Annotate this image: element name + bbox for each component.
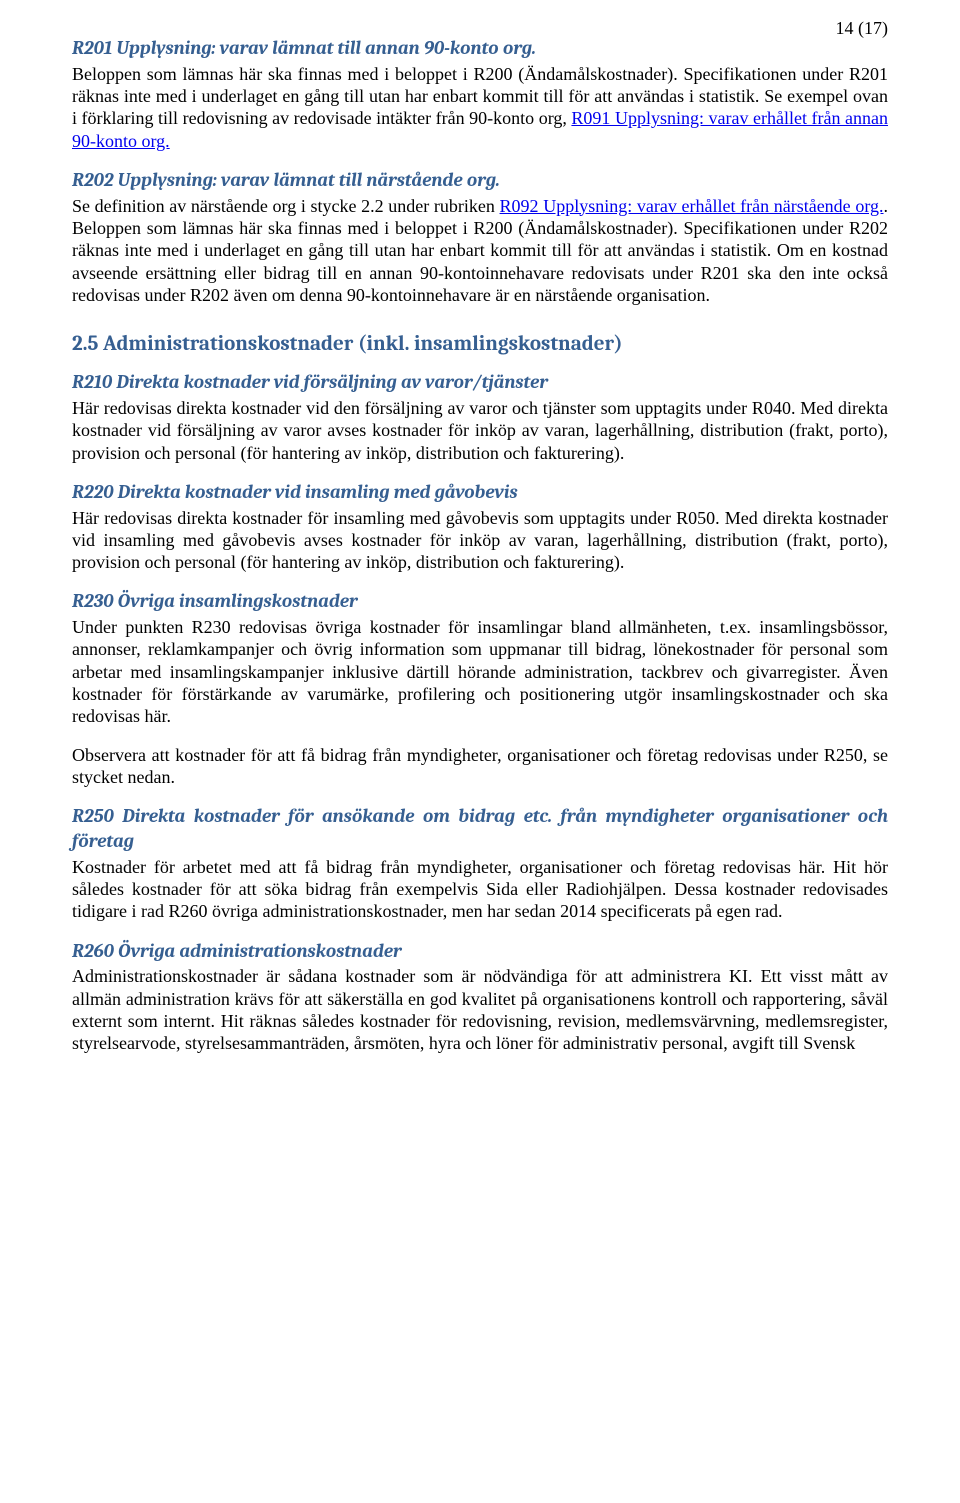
heading-r230: R230 Övriga insamlingskostnader bbox=[72, 589, 888, 614]
heading-r260: R260 Övriga administrationskostnader bbox=[72, 939, 888, 964]
heading-r220: R220 Direkta kostnader vid insamling med… bbox=[72, 480, 888, 505]
page-number: 14 (17) bbox=[836, 18, 889, 39]
heading-r201: R201 Upplysning: varav lämnat till annan… bbox=[72, 36, 888, 61]
heading-r250: R250 Direkta kostnader för ansökande om … bbox=[72, 804, 888, 853]
paragraph-r230-note: Observera att kostnader för att få bidra… bbox=[72, 744, 888, 789]
heading-r202: R202 Upplysning: varav lämnat till närst… bbox=[72, 168, 888, 193]
paragraph-r260: Administrationskostnader är sådana kostn… bbox=[72, 965, 888, 1054]
link-r092[interactable]: R092 Upplysning: varav erhållet från när… bbox=[500, 196, 884, 216]
section-heading-2-5: 2.5 Administrationskostnader (inkl. insa… bbox=[72, 332, 888, 356]
paragraph-r250: Kostnader för arbetet med att få bidrag … bbox=[72, 856, 888, 923]
paragraph-r230: Under punkten R230 redovisas övriga kost… bbox=[72, 616, 888, 728]
paragraph-r202: Se definition av närstående org i stycke… bbox=[72, 195, 888, 307]
heading-r210: R210 Direkta kostnader vid försäljning a… bbox=[72, 370, 888, 395]
paragraph-r220: Här redovisas direkta kostnader för insa… bbox=[72, 507, 888, 574]
document-page: 14 (17) R201 Upplysning: varav lämnat ti… bbox=[0, 0, 960, 1503]
paragraph-r210: Här redovisas direkta kostnader vid den … bbox=[72, 397, 888, 464]
paragraph-r201: Beloppen som lämnas här ska finnas med i… bbox=[72, 63, 888, 152]
text-r202-before: Se definition av närstående org i stycke… bbox=[72, 196, 500, 216]
